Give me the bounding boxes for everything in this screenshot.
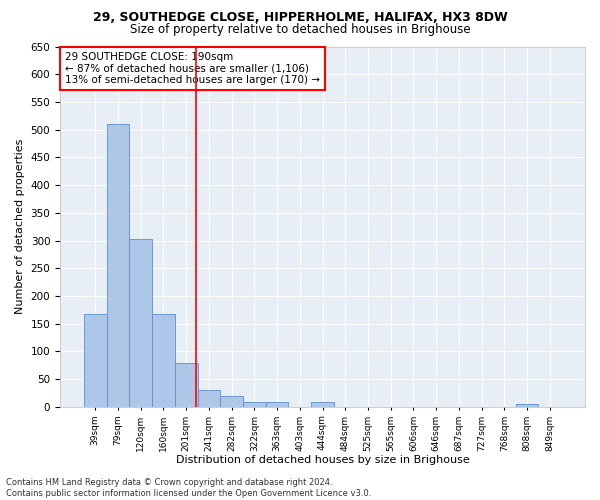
Bar	[130, 240, 152, 407]
Bar	[197, 390, 220, 407]
Text: 29 SOUTHEDGE CLOSE: 190sqm
← 87% of detached houses are smaller (1,106)
13% of s: 29 SOUTHEDGE CLOSE: 190sqm ← 87% of deta…	[65, 52, 320, 85]
Bar	[84, 314, 107, 407]
Bar	[266, 402, 289, 407]
Y-axis label: Number of detached properties: Number of detached properties	[15, 139, 25, 314]
Bar	[152, 314, 175, 407]
Bar	[107, 124, 130, 407]
Bar	[220, 396, 243, 407]
Bar	[515, 404, 538, 407]
X-axis label: Distribution of detached houses by size in Brighouse: Distribution of detached houses by size …	[176, 455, 469, 465]
Bar	[311, 402, 334, 407]
Text: Contains HM Land Registry data © Crown copyright and database right 2024.
Contai: Contains HM Land Registry data © Crown c…	[6, 478, 371, 498]
Text: Size of property relative to detached houses in Brighouse: Size of property relative to detached ho…	[130, 22, 470, 36]
Bar	[175, 363, 197, 407]
Bar	[243, 402, 266, 407]
Text: 29, SOUTHEDGE CLOSE, HIPPERHOLME, HALIFAX, HX3 8DW: 29, SOUTHEDGE CLOSE, HIPPERHOLME, HALIFA…	[92, 11, 508, 24]
